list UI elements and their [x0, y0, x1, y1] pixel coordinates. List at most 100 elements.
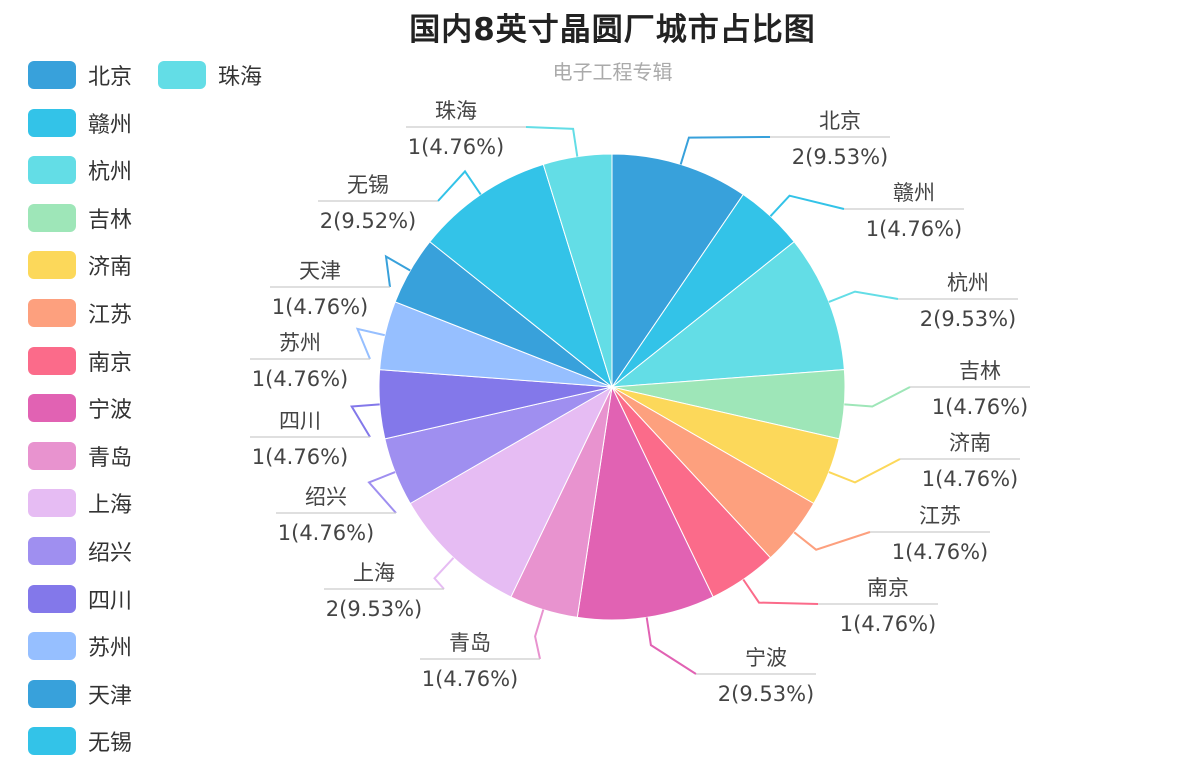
- legend-swatch: [28, 251, 76, 280]
- leader-line: [350, 403, 380, 438]
- leader-line: [679, 136, 771, 165]
- pie-slice[interactable]: [429, 163, 613, 389]
- slice-label-value: 1(4.76%): [252, 367, 348, 391]
- legend-swatch: [28, 203, 76, 232]
- slice-label-value: 1(4.76%): [278, 521, 374, 545]
- pie-slice[interactable]: [611, 153, 744, 389]
- slice-label-name: 四川: [279, 409, 321, 433]
- legend-item[interactable]: 无锡: [28, 726, 132, 756]
- slice-label-name: 珠海: [435, 99, 477, 123]
- legend-swatch: [28, 727, 76, 756]
- slice-label-value: 2(9.52%): [320, 209, 416, 233]
- legend-label: 北京: [88, 65, 133, 90]
- legend-label: 绍兴: [88, 541, 133, 566]
- slice-label-value: 1(4.76%): [408, 135, 504, 159]
- slice-label-name: 天津: [299, 259, 341, 283]
- legend-item[interactable]: 宁波: [28, 393, 132, 423]
- leader-line: [844, 386, 911, 408]
- legend-label: 四川: [88, 588, 133, 614]
- chart-subtitle: 电子工程专辑: [552, 60, 673, 84]
- slice-label-value: 2(9.53%): [718, 682, 814, 706]
- legend-label: 济南: [88, 255, 133, 281]
- legend-label: 青岛: [88, 445, 133, 471]
- legend-item[interactable]: 吉林: [28, 203, 132, 233]
- slice-label-value: 2(9.53%): [326, 597, 422, 621]
- pie-slice[interactable]: [409, 385, 614, 598]
- slice-label-value: 1(4.76%): [922, 467, 1018, 491]
- legend-item[interactable]: 杭州: [28, 155, 132, 185]
- legend-swatch: [28, 584, 76, 613]
- slice-label-value: 1(4.76%): [932, 395, 1028, 419]
- legend-swatch: [28, 632, 76, 661]
- slice-label-value: 1(4.76%): [272, 295, 368, 319]
- slice-label-value: 1(4.76%): [866, 217, 962, 241]
- legend-label: 天津: [88, 683, 133, 709]
- legend-swatch: [28, 489, 76, 518]
- legend-swatch: [28, 156, 76, 185]
- slice-label-name: 杭州: [947, 271, 989, 295]
- slice-label-value: 1(4.76%): [840, 612, 936, 636]
- leader-line: [367, 471, 397, 514]
- legend-swatch: [28, 299, 76, 327]
- leader-line: [828, 290, 899, 303]
- slice-label-name: 苏州: [279, 331, 321, 355]
- legend-label: 吉林: [88, 207, 133, 233]
- pie-slice[interactable]: [576, 385, 714, 621]
- slice-label-value: 2(9.53%): [792, 145, 888, 169]
- legend-label: 南京: [88, 350, 133, 376]
- slice-label-value: 1(4.76%): [892, 540, 988, 564]
- legend-item[interactable]: 北京: [28, 60, 132, 90]
- slice-label-value: 2(9.53%): [920, 307, 1016, 331]
- leader-line: [742, 578, 819, 605]
- slice-label-name: 宁波: [745, 646, 787, 670]
- legend-item[interactable]: 四川: [28, 584, 132, 614]
- pie-slice[interactable]: [610, 241, 845, 388]
- legend-item[interactable]: 南京: [28, 346, 132, 376]
- legend-swatch: [28, 346, 76, 375]
- leader-line: [433, 557, 455, 590]
- leader-line: [384, 254, 411, 288]
- legend-swatch: [28, 441, 76, 470]
- legend-item[interactable]: 江苏: [28, 298, 132, 328]
- legend-label: 珠海: [218, 65, 263, 90]
- legend-label: 上海: [88, 493, 133, 519]
- leader-line: [525, 126, 579, 157]
- legend-swatch: [158, 61, 206, 89]
- leader-line: [793, 531, 871, 551]
- legend-item[interactable]: 天津: [28, 679, 132, 709]
- leader-line: [645, 617, 697, 675]
- slice-label-name: 上海: [353, 561, 395, 585]
- legend-item[interactable]: 苏州: [28, 631, 132, 661]
- legend-item[interactable]: 上海: [28, 488, 132, 518]
- leader-line: [437, 169, 482, 202]
- slice-label-name: 绍兴: [305, 485, 347, 509]
- legend-item[interactable]: 绍兴: [28, 536, 132, 566]
- legend-item[interactable]: 珠海: [158, 60, 262, 90]
- legend-label: 宁波: [88, 398, 133, 424]
- legend-label: 无锡: [88, 731, 133, 757]
- slice-label-name: 青岛: [449, 631, 491, 655]
- leader-line: [534, 609, 545, 660]
- slice-label-name: 南京: [867, 576, 909, 600]
- slice-label-name: 北京: [819, 109, 861, 133]
- legend-swatch: [28, 394, 76, 423]
- legend-swatch: [28, 108, 76, 137]
- slice-label-name: 无锡: [347, 173, 389, 197]
- legend-label: 江苏: [88, 303, 133, 328]
- slice-label-name: 吉林: [959, 359, 1001, 383]
- leader-line: [355, 327, 386, 360]
- legend-swatch: [28, 679, 76, 708]
- legend-item[interactable]: 济南: [28, 250, 132, 280]
- slice-label-value: 1(4.76%): [422, 667, 518, 691]
- legend-label: 赣州: [88, 112, 133, 138]
- legend-swatch: [28, 537, 76, 565]
- legend-label: 杭州: [88, 160, 133, 186]
- legend-swatch: [28, 61, 76, 89]
- leader-line: [828, 458, 901, 484]
- legend: 北京赣州杭州吉林济南江苏南京宁波青岛上海绍兴四川苏州天津无锡 珠海: [0, 0, 300, 772]
- legend-item[interactable]: 青岛: [28, 441, 132, 471]
- legend-item[interactable]: 赣州: [28, 108, 132, 138]
- slice-label-name: 济南: [949, 431, 991, 455]
- slice-label-value: 1(4.76%): [252, 445, 348, 469]
